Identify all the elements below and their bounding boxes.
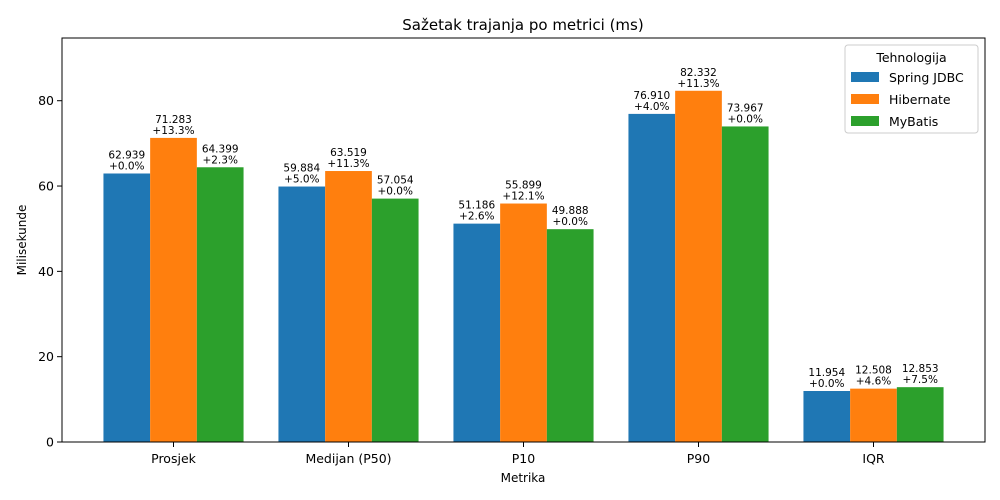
y-tick-label: 80 [38,93,54,108]
bar-delta-label: +2.3% [202,154,237,166]
bar-mybatis-3 [721,126,769,442]
legend-entry: MyBatis [889,114,938,129]
bar-delta-label: +0.0% [809,378,844,390]
bar-spring-jdbc-1 [278,186,326,442]
y-tick-label: 0 [46,435,54,450]
bar-spring-jdbc-3 [628,113,676,442]
x-tick-label: IQR [862,451,885,466]
legend-entry: Hibernate [889,92,951,107]
bar-delta-label: +0.0% [552,216,587,228]
legend-swatch [851,72,879,82]
x-tick-label: P90 [687,451,710,466]
bar-hibernate-4 [850,388,897,442]
bar-delta-label: +4.0% [634,101,669,113]
y-tick-label: 60 [38,179,54,194]
bar-value-label: 64.399 [202,143,239,155]
bar-spring-jdbc-0 [103,173,151,442]
x-tick-label: Medijan (P50) [305,451,391,466]
bar-delta-label: +0.0% [109,160,144,172]
legend-title: Tehnologija [875,50,946,65]
bar-value-label: 51.186 [458,200,495,212]
bar-delta-label: +12.1% [502,191,544,203]
x-axis-label: Metrika [501,471,546,485]
plot-area: 62.939+0.0% 59.884+5.0%51.186+2.6%76.910+… [38,37,986,466]
legend-box [844,44,979,134]
plot-frame [61,37,986,443]
bar-delta-label: +2.6% [459,211,494,223]
bar-value-label: 63.519 [330,147,367,159]
bar-value-label: 12.508 [855,365,892,377]
y-tick-label: 20 [38,349,54,364]
bar-value-label: 62.939 [108,149,145,161]
x-tick-label: Prosjek [151,451,197,466]
bar-value-label: 12.853 [902,363,939,375]
bar-value-label: 71.283 [155,114,192,126]
bar-spring-jdbc-2 [453,223,501,442]
bar-delta-label: +4.6% [856,376,891,388]
bar-delta-label: +0.0% [727,113,762,125]
bar-delta-label: +7.5% [902,374,937,386]
bar-spring-jdbc-4 [803,391,851,442]
bar-value-label: 59.884 [283,163,320,175]
legend-entry: Spring JDBC [889,70,964,85]
y-axis-label: Milisekunde [15,205,29,276]
chart-title: Sažetak trajanja po metrici (ms) [402,16,643,34]
bar-value-label: 76.910 [633,90,670,102]
y-tick-label: 40 [38,264,54,279]
legend-swatch [851,94,879,104]
bar-mybatis-0 [196,167,244,442]
x-tick-label: P10 [512,451,535,466]
bar-mybatis-1 [371,198,419,442]
bar-mybatis-2 [546,229,594,442]
legend-swatch [851,116,879,126]
bar-hibernate-0 [150,137,197,442]
bar-value-label: 82.332 [680,67,717,79]
bar-value-label: 73.967 [727,102,764,114]
bar-hibernate-3 [675,90,722,442]
bar-value-label: 49.888 [552,205,589,217]
bar-hibernate-1 [325,171,372,443]
bar-value-label: 11.954 [808,367,845,379]
bar-delta-label: +11.3% [677,78,719,90]
bar-delta-label: +5.0% [284,174,319,186]
bar-value-label: 57.054 [377,175,414,187]
bar-hibernate-2 [500,203,547,442]
bar-delta-label: +0.0% [377,186,412,198]
bar-delta-label: +13.3% [152,125,194,137]
bar-mybatis-4 [896,387,944,442]
bar-value-label: 55.899 [505,180,542,192]
bar-delta-label: +11.3% [327,158,369,170]
